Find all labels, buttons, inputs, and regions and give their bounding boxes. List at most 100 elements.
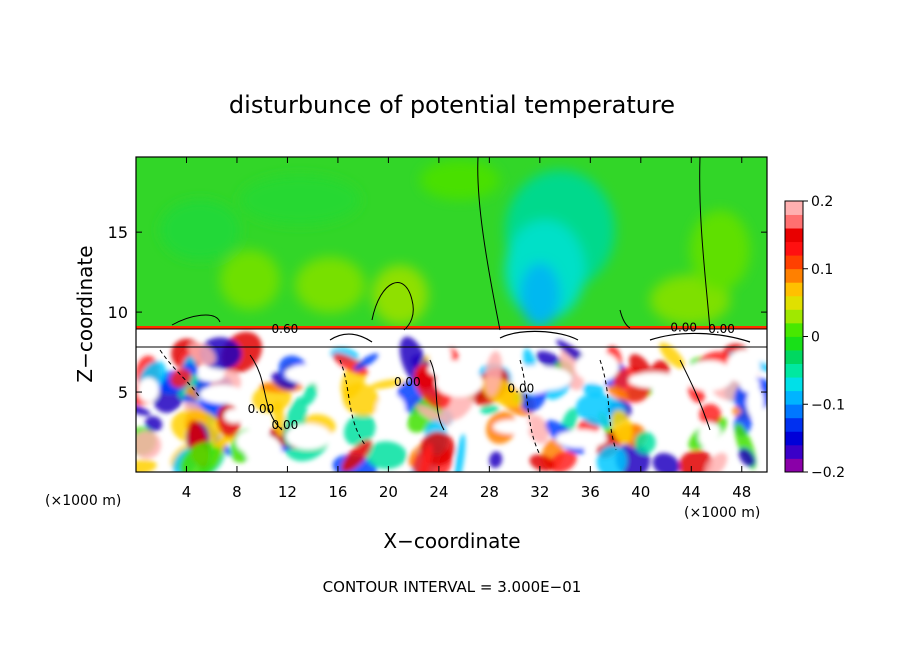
x-tick-label: 4: [182, 483, 192, 501]
contour-label: 0.60: [272, 322, 299, 336]
eddy-patch: [342, 382, 380, 417]
eddy-patch: [659, 342, 685, 369]
y-tick-label: 5: [118, 383, 128, 402]
eddy-patch: [415, 368, 436, 390]
eddy-gap: [555, 429, 607, 448]
eddy-patch: [170, 368, 192, 388]
eddy-gap: [224, 409, 245, 423]
eddy-patch: [489, 451, 503, 469]
colorbar-tick-label: −0.2: [811, 465, 845, 481]
eddy-gap: [199, 385, 245, 404]
eddy-gap: [699, 422, 721, 441]
x-tick-label: 20: [379, 483, 398, 501]
eddy-gap: [726, 349, 760, 384]
eddy-patch: [480, 404, 500, 415]
plot-frame: [135, 156, 768, 473]
colorbar-swatch: [785, 417, 803, 432]
eddy-patch: [302, 381, 318, 406]
eddy-patch: [353, 353, 379, 371]
eddy-patch: [529, 454, 555, 472]
eddy-patch: [611, 410, 633, 444]
colorbar-swatch: [785, 309, 803, 324]
eddy-gap: [285, 423, 331, 450]
colorbar-swatch: [785, 241, 803, 256]
colorbar-swatch: [785, 282, 803, 297]
contour-label: 0.00: [394, 375, 421, 389]
eddy-patch: [549, 450, 577, 472]
colorbar-swatch: [785, 255, 803, 270]
x-tick-label: 12: [278, 483, 297, 501]
y-axis-label: Z−coordinate: [73, 245, 97, 382]
heatmap-field: [136, 157, 767, 472]
contour-labels: 0.60 0.00 0.00 0.00 0.00 0.00 0.00: [248, 320, 735, 432]
eddy-gap: [429, 341, 452, 373]
contour-label: 0.00: [272, 418, 299, 432]
eddy-patch: [699, 403, 722, 426]
colorbar-swatch: [785, 363, 803, 378]
eddy-gap: [493, 420, 531, 434]
colorbar-ticks: −0.2 −0.1 0 0.1 0.2: [803, 194, 845, 481]
colorbar-swatch: [785, 268, 803, 283]
eddy-patch: [596, 445, 627, 472]
eddy-patch: [179, 441, 222, 472]
colorbar-tick-label: −0.1: [811, 397, 845, 413]
x-axis-label: X−coordinate: [383, 529, 520, 553]
colorbar-swatch: [785, 404, 803, 419]
eddy-patch: [212, 434, 237, 448]
y-tick-label: 15: [108, 223, 128, 242]
contour-interval-note: CONTOUR INTERVAL = 3.000E−01: [323, 578, 582, 596]
eddy-patch: [188, 342, 216, 366]
contour-lines: [136, 157, 767, 456]
eddy-patch: [634, 431, 656, 454]
eddy-patch: [738, 448, 756, 467]
eddy-gap: [746, 385, 764, 419]
eddy-gap: [520, 366, 572, 390]
colorbar-swatch: [785, 444, 803, 459]
turbulent-eddies: [136, 331, 767, 472]
colorbar-swatch: [785, 228, 803, 243]
eddy-patch: [144, 416, 163, 432]
colorbar-swatch: [785, 458, 803, 473]
colorbar: [785, 201, 803, 473]
x-tick-label: 16: [328, 483, 347, 501]
eddy-patch: [705, 452, 728, 472]
x-tick-label: 40: [631, 483, 650, 501]
eddy-patch: [607, 385, 629, 402]
eddy-patch: [369, 378, 405, 390]
eddy-gap: [684, 360, 734, 391]
colorbar-swatch: [785, 377, 803, 392]
colorbar-swatch: [785, 295, 803, 310]
chart-title: disturbunce of potential temperature: [229, 91, 675, 119]
contour-label: 0.00: [248, 402, 275, 416]
eddy-patch: [484, 350, 503, 397]
colorbar-swatch: [785, 431, 803, 446]
eddy-patch: [136, 430, 162, 459]
eddy-patch: [365, 441, 407, 470]
colorbar-frame: [784, 200, 804, 473]
x-axis-ticks: 4 8 12 16 20 24 28 32 36 40 44 48: [182, 157, 751, 501]
eddy-gap: [628, 372, 679, 389]
colorbar-tick-label: 0: [811, 330, 820, 346]
eddy-patch: [419, 442, 433, 472]
x-tick-label: 36: [581, 483, 600, 501]
eddy-gap: [284, 364, 332, 384]
x-tick-label: 28: [480, 483, 499, 501]
y-tick-label: 10: [108, 303, 128, 322]
eddy-patch: [416, 404, 451, 426]
contour-label: 0.00: [670, 320, 697, 334]
eddy-gap: [575, 351, 619, 383]
eddy-gap: [137, 377, 159, 403]
x-tick-label: 24: [429, 483, 448, 501]
eddy-patch: [273, 400, 285, 437]
colorbar-swatch: [785, 390, 803, 405]
x-tick-label: 48: [732, 483, 751, 501]
eddy-patch: [678, 449, 713, 472]
eddy-patch: [343, 413, 376, 447]
contour-label: 0.00: [708, 322, 735, 336]
inversion-layer: [136, 329, 767, 347]
colorbar-tick-label: 0.1: [811, 262, 833, 278]
x-tick-label: 8: [232, 483, 242, 501]
eddy-gap: [244, 434, 282, 465]
contour-label: 0.00: [508, 381, 535, 395]
